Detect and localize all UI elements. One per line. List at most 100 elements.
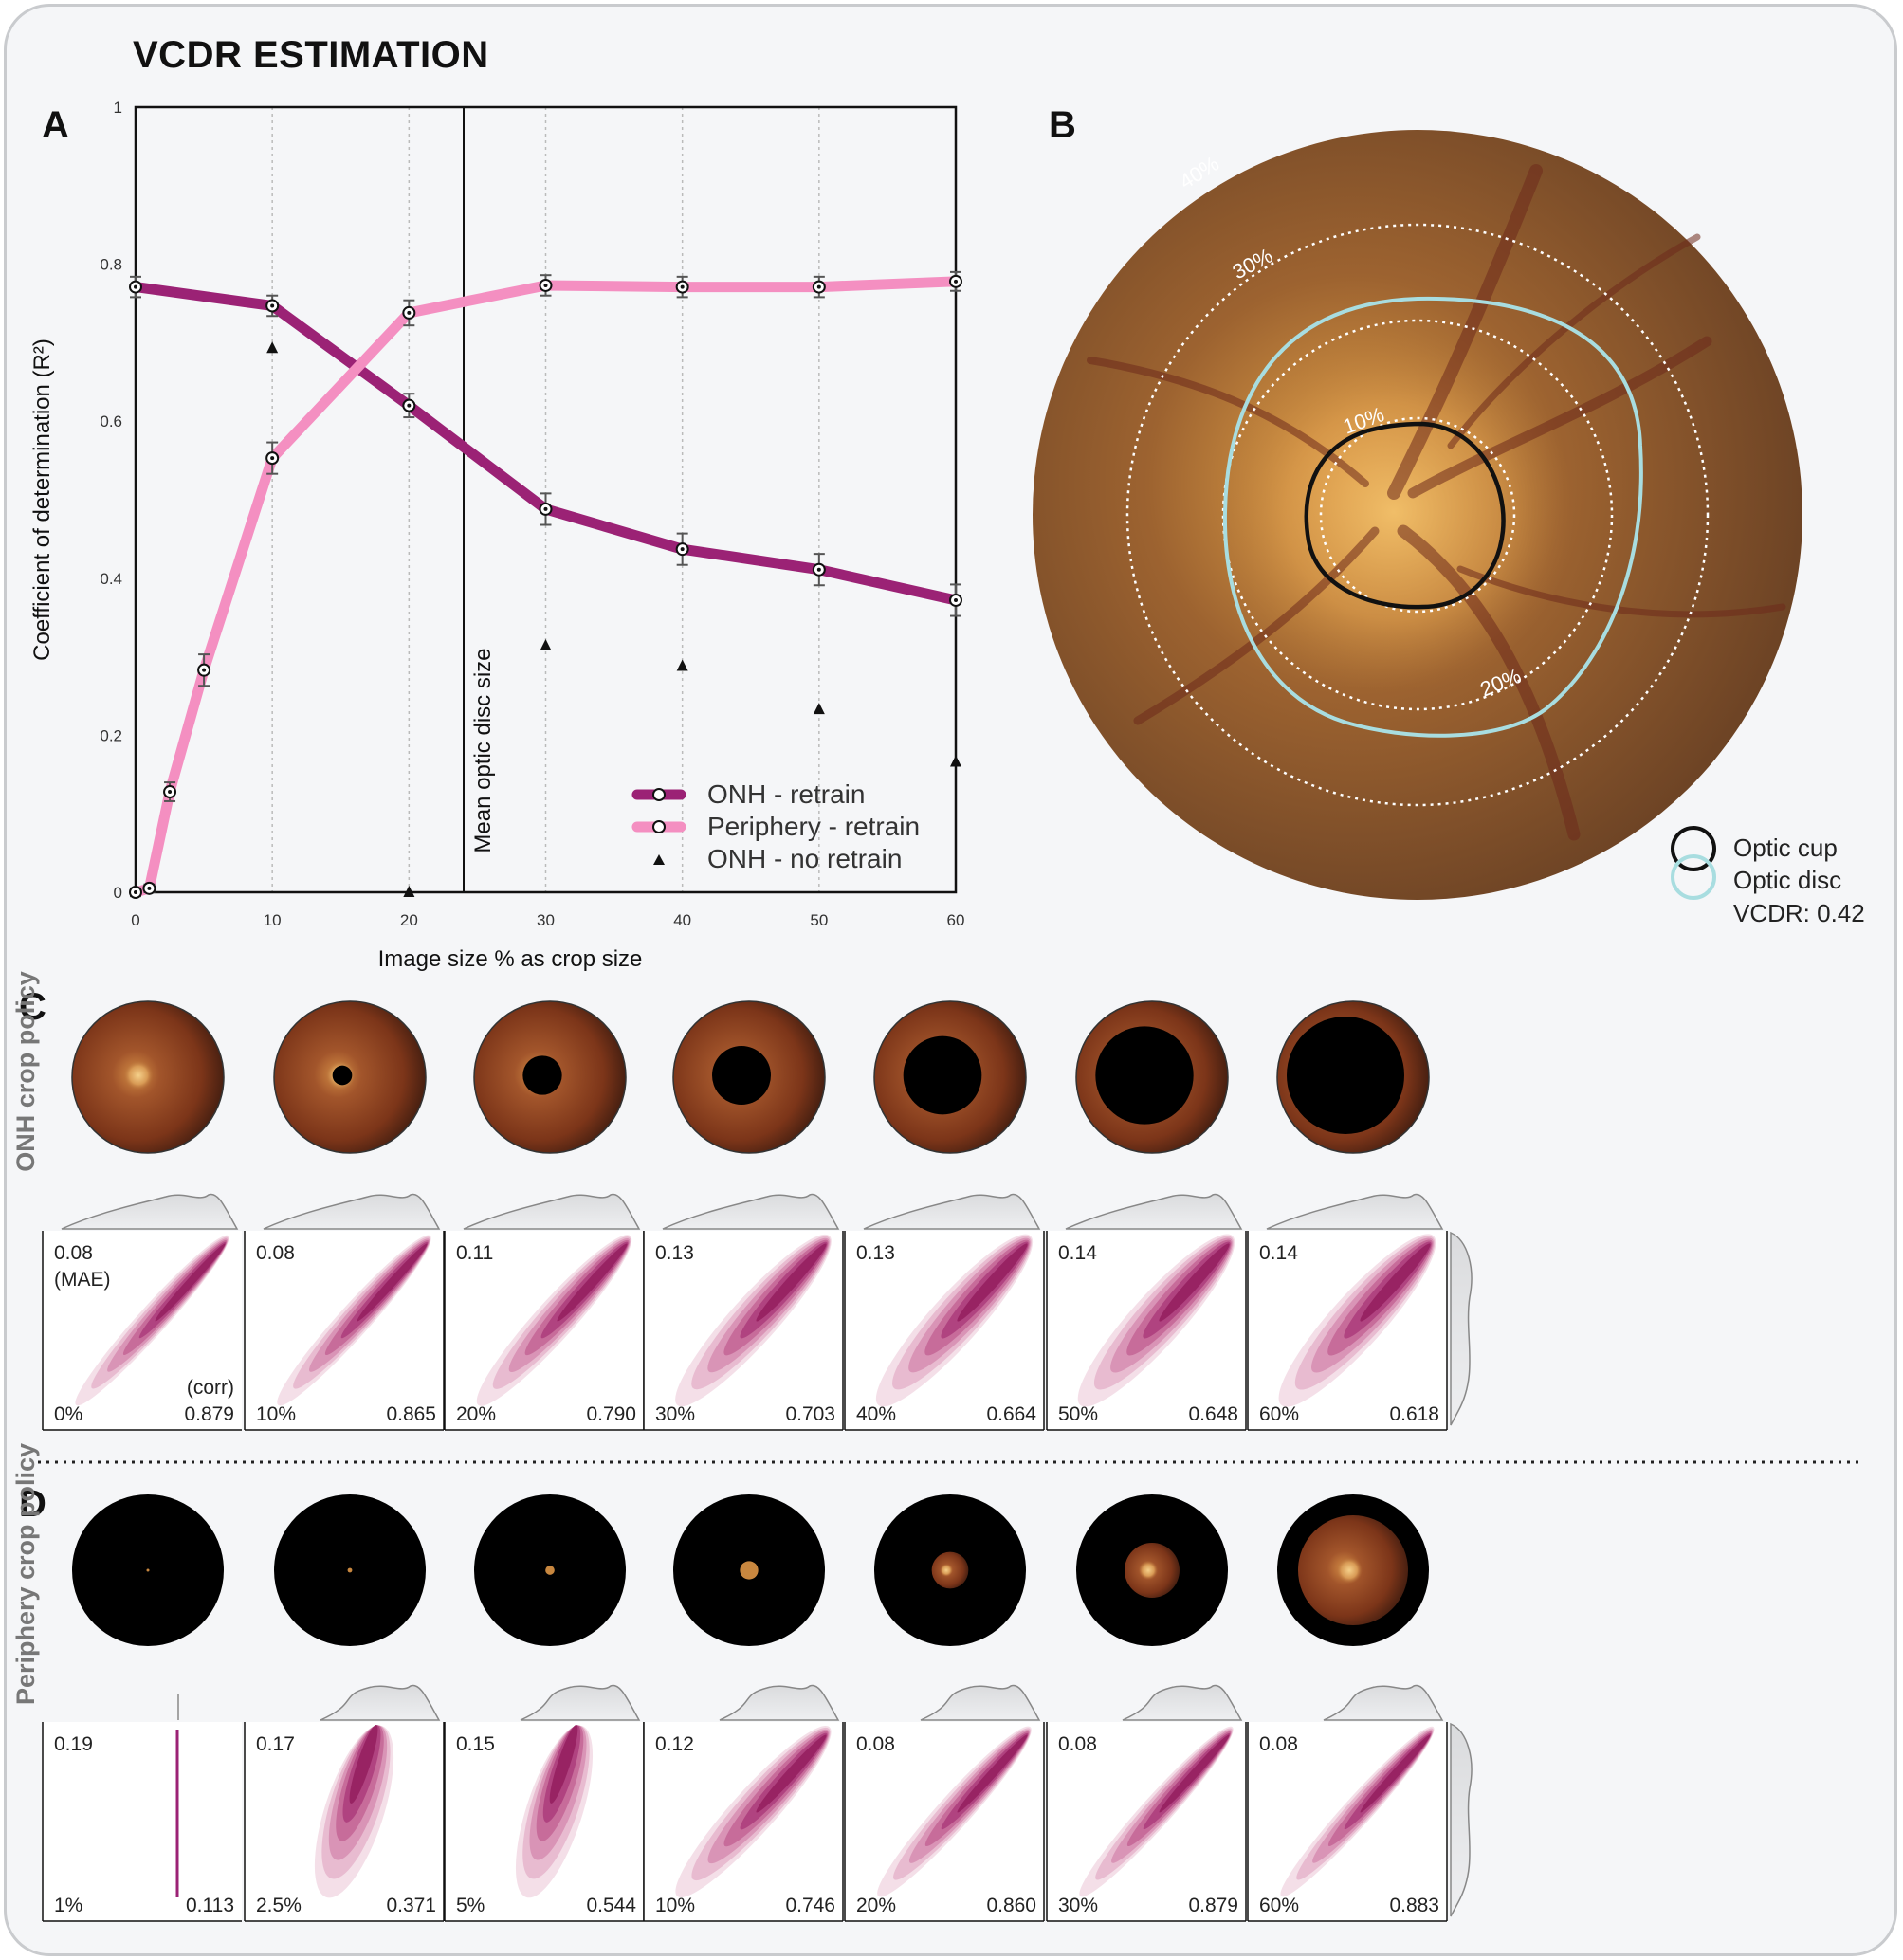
optic-disc-thumb bbox=[1336, 1557, 1363, 1584]
legend-cup-label: Optic cup bbox=[1733, 833, 1838, 862]
density-contour bbox=[756, 1734, 827, 1813]
corr-value: 0.113 bbox=[186, 1895, 234, 1916]
density-contour bbox=[155, 1243, 226, 1322]
top-marginal-density bbox=[61, 1193, 239, 1230]
data-point-center bbox=[407, 310, 412, 315]
crop-size-label: 30% bbox=[1058, 1895, 1098, 1916]
crop-size-label: 60% bbox=[1259, 1403, 1299, 1425]
legend-disc-circle bbox=[1671, 854, 1716, 900]
data-point-center bbox=[168, 790, 173, 795]
figure-title: VCDR ESTIMATION bbox=[133, 34, 489, 76]
optic-disc-thumb bbox=[940, 1564, 953, 1577]
optic-cup-contour bbox=[1304, 421, 1506, 610]
right-marginal-density bbox=[1450, 1722, 1473, 1917]
crop-column-60%: 0.14 60% 0.618 bbox=[1247, 1000, 1473, 1431]
mae-value: 0.13 bbox=[856, 1242, 895, 1264]
crop-size-label: 10% bbox=[256, 1403, 296, 1425]
crop-column-50%: 0.14 50% 0.648 bbox=[1046, 1000, 1272, 1431]
corr-value: 0.865 bbox=[386, 1403, 436, 1425]
top-marginal-density bbox=[1065, 1193, 1243, 1230]
data-point-center bbox=[202, 668, 207, 672]
crop-column-40%: 0.13 40% 0.664 bbox=[844, 1000, 1070, 1431]
legend-triangle-no-retrain bbox=[653, 854, 665, 865]
optic-disc-thumb bbox=[123, 1060, 154, 1090]
panel-label-b: B bbox=[1049, 104, 1076, 146]
data-point-center bbox=[270, 456, 275, 461]
y-tick-label: 0.6 bbox=[100, 412, 122, 430]
crop-size-label: 60% bbox=[1259, 1895, 1299, 1916]
data-point-center bbox=[680, 547, 685, 552]
x-axis-label: Image size % as crop size bbox=[378, 946, 643, 972]
density-contour bbox=[557, 1243, 628, 1322]
x-tick-label: 30 bbox=[537, 911, 555, 929]
onh-crop-mask bbox=[1095, 1026, 1194, 1125]
joint-plot-area bbox=[43, 1722, 242, 1921]
top-marginal-density bbox=[1323, 1684, 1444, 1721]
visible-fundus-region bbox=[146, 1568, 150, 1572]
crop-size-label: 10% bbox=[655, 1895, 695, 1916]
density-contour bbox=[549, 1725, 578, 1804]
corr-value: 0.664 bbox=[986, 1403, 1036, 1425]
no-retrain-marker bbox=[540, 639, 552, 651]
data-point-center bbox=[407, 403, 412, 408]
panel-b-fundus: 40% 30% 20% 10% Optic cup Optic disc VCD… bbox=[1033, 130, 1865, 927]
mean-disc-size-label: Mean optic disc size bbox=[470, 649, 496, 853]
no-retrain-marker bbox=[266, 341, 279, 354]
no-retrain-marker bbox=[676, 659, 688, 671]
top-marginal-density bbox=[1122, 1684, 1243, 1721]
crop-column-30%: 0.08 30% 0.879 bbox=[1046, 1494, 1272, 1922]
vcdr-value: VCDR: 0.42 bbox=[1733, 899, 1865, 927]
mae-value: 0.08 bbox=[256, 1242, 295, 1264]
panel-a-chart: Mean optic disc size 0 10 20 30 40 50 60 0 0.2 0.… bbox=[29, 99, 964, 972]
crop-column-2.5%: 0.17 2.5% 0.371 bbox=[244, 1494, 469, 1922]
data-point-center bbox=[816, 284, 821, 289]
axis-ticks: 0 10 20 30 40 50 60 0 0.2 0.4 0.6 0.8 1 bbox=[100, 99, 964, 929]
y-tick-label: 0.4 bbox=[100, 570, 122, 588]
density-contour bbox=[1360, 1243, 1431, 1322]
crop-column-60%: 0.08 60% 0.883 bbox=[1247, 1494, 1473, 1922]
top-marginal-density bbox=[920, 1684, 1041, 1721]
top-marginal-density bbox=[719, 1684, 840, 1721]
x-tick-label: 40 bbox=[673, 911, 691, 929]
density-contour bbox=[756, 1243, 827, 1322]
crop-column-20%: 0.11 20% 0.790 bbox=[444, 1000, 669, 1431]
crop-column-5%: 0.15 5% 0.544 bbox=[444, 1494, 669, 1922]
legend-dot-periphery bbox=[652, 820, 666, 833]
top-marginal-density bbox=[520, 1684, 641, 1721]
periphery-crop-row: 0.19 1% 0.113 0.17 2.5% 0.371 0.15 5% 0.544 0.12 1… bbox=[42, 1494, 1473, 1922]
top-marginal-density bbox=[463, 1193, 641, 1230]
density-contour bbox=[1159, 1734, 1230, 1813]
blood-vessels bbox=[1087, 164, 1786, 841]
panel-label-c: C bbox=[19, 986, 46, 1028]
density-contour bbox=[1159, 1243, 1230, 1322]
crop-column-10%: 0.12 10% 0.746 bbox=[643, 1494, 869, 1922]
legend-label-periphery: Periphery - retrain bbox=[707, 812, 920, 841]
periphery-crop-policy-label: Periphery crop policy bbox=[11, 1443, 40, 1705]
mae-value: 0.08 bbox=[54, 1242, 93, 1264]
x-tick-label: 20 bbox=[400, 911, 418, 929]
corr-value: 0.618 bbox=[1389, 1403, 1439, 1425]
panel-label-a: A bbox=[42, 104, 69, 146]
no-retrain-marker bbox=[950, 755, 961, 767]
onh-crop-mask bbox=[712, 1046, 771, 1105]
y-axis-label: Coefficient of determination (R²) bbox=[29, 339, 55, 661]
data-point-center bbox=[954, 279, 958, 284]
no-retrain-marker bbox=[403, 886, 415, 897]
mae-value: 0.14 bbox=[1259, 1242, 1298, 1264]
y-tick-label: 0.2 bbox=[100, 726, 122, 744]
data-point-center bbox=[954, 597, 958, 602]
legend-label-no-retrain: ONH - no retrain bbox=[707, 844, 902, 873]
onh-crop-mask bbox=[522, 1055, 562, 1095]
crop-size-label: 50% bbox=[1058, 1403, 1098, 1425]
right-marginal-density bbox=[1450, 1231, 1473, 1426]
data-series bbox=[129, 270, 962, 899]
corr-value: 0.879 bbox=[1188, 1895, 1238, 1916]
onh-crop-mask bbox=[903, 1035, 982, 1115]
panel-label-d: D bbox=[19, 1483, 46, 1525]
corr-value: 0.790 bbox=[586, 1403, 636, 1425]
density-contour bbox=[957, 1734, 1028, 1813]
legend-label-onh: ONH - retrain bbox=[707, 779, 865, 809]
data-point-center bbox=[816, 567, 821, 572]
onh-crop-mask bbox=[332, 1065, 353, 1086]
mae-value: 0.17 bbox=[256, 1733, 295, 1755]
